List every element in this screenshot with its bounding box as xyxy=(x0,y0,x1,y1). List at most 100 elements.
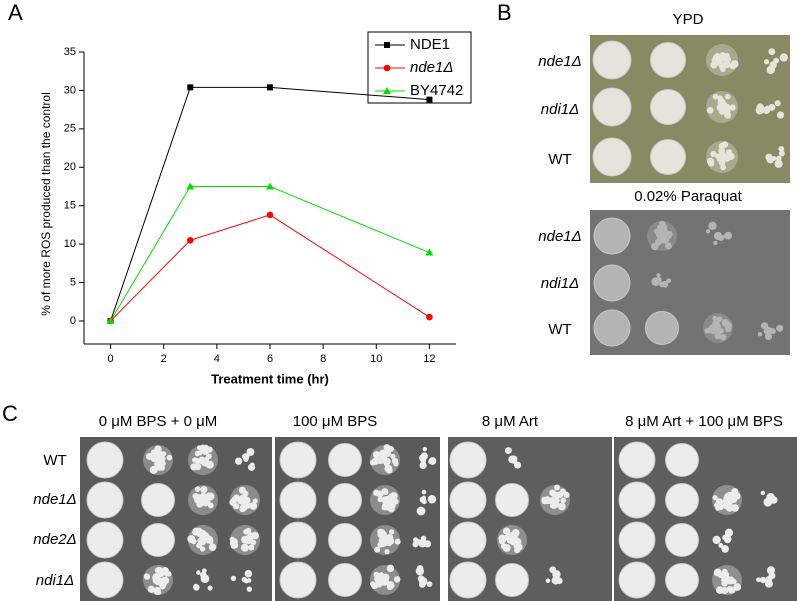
colony xyxy=(373,451,381,459)
plate-image xyxy=(590,35,790,183)
colony xyxy=(207,585,213,591)
colony xyxy=(710,150,717,158)
colony xyxy=(378,451,385,458)
colony xyxy=(230,542,238,549)
colony xyxy=(554,484,561,491)
colony xyxy=(718,147,725,154)
condition-label: 8 μM Art xyxy=(482,413,539,430)
colony xyxy=(418,577,428,586)
colony-spot xyxy=(665,443,699,477)
colony xyxy=(389,492,398,501)
colony xyxy=(768,48,776,56)
colony xyxy=(192,457,198,463)
colony xyxy=(707,159,715,167)
colony xyxy=(242,490,249,497)
colony-spot xyxy=(141,523,175,557)
colony-spot xyxy=(592,137,632,177)
colony xyxy=(380,578,389,586)
x-tick-label: 12 xyxy=(423,353,435,365)
strain-label: WT xyxy=(548,321,571,338)
colony xyxy=(380,456,387,464)
colony-spot xyxy=(650,139,686,175)
legend-label: NDE1 xyxy=(410,36,450,53)
colony-spot xyxy=(86,481,124,519)
colony xyxy=(416,506,426,516)
colony xyxy=(755,106,765,115)
colony xyxy=(712,56,720,64)
colony xyxy=(150,454,159,463)
colony xyxy=(712,535,721,545)
colony xyxy=(514,461,522,469)
colony xyxy=(203,457,210,463)
strain-label: ndi1Δ xyxy=(36,572,74,589)
colony xyxy=(386,581,395,590)
colony xyxy=(201,499,209,507)
colony-spot xyxy=(449,481,487,519)
legend-label: nde1Δ xyxy=(410,59,453,76)
colony xyxy=(721,577,728,583)
colony xyxy=(656,273,661,278)
colony xyxy=(205,460,214,469)
colony xyxy=(724,231,733,240)
colony xyxy=(143,573,151,580)
x-tick-label: 4 xyxy=(214,353,220,365)
colony-spot xyxy=(618,521,656,559)
series-line xyxy=(110,185,430,322)
y-tick-label: 10 xyxy=(64,238,76,250)
colony-spot xyxy=(618,561,656,599)
legend: NDE1 nde1Δ BY4742 xyxy=(367,31,472,104)
marker xyxy=(186,236,194,244)
strain-label: WT xyxy=(43,452,66,469)
colony xyxy=(190,463,198,471)
colony xyxy=(208,538,214,545)
panel-label: B xyxy=(497,0,512,25)
colony xyxy=(415,539,422,546)
colony-spot xyxy=(650,89,686,125)
colony-spot xyxy=(592,40,632,80)
colony xyxy=(383,489,389,496)
colony-spot xyxy=(650,42,686,78)
strain-label: WT xyxy=(548,151,571,168)
colony xyxy=(730,63,737,70)
colony xyxy=(718,57,724,63)
colony xyxy=(246,447,255,456)
y-axis-label: % of more ROS produced than the control xyxy=(39,92,53,315)
colony xyxy=(778,150,785,157)
y-tick-label: 15 xyxy=(64,200,76,212)
legend-marker xyxy=(383,64,391,72)
colony xyxy=(421,489,427,495)
colony-spot xyxy=(279,441,317,479)
colony-spot xyxy=(665,483,699,517)
colony-spot xyxy=(449,521,487,559)
colony xyxy=(391,457,399,465)
colony xyxy=(756,577,761,583)
colony xyxy=(763,326,773,336)
colony xyxy=(712,93,719,100)
colony xyxy=(420,535,427,542)
colony xyxy=(196,495,203,502)
colony xyxy=(207,502,214,509)
colony xyxy=(655,227,662,234)
condition-label: 8 μM Art + 100 μM BPS xyxy=(625,413,783,430)
colony-spot xyxy=(645,311,679,345)
colony xyxy=(651,277,661,287)
colony xyxy=(719,333,727,341)
colony xyxy=(238,497,244,503)
colony-spot xyxy=(86,521,124,559)
colony xyxy=(392,498,399,505)
colony xyxy=(713,240,718,246)
strain-label: nde1Δ xyxy=(538,228,581,245)
colony-spot xyxy=(665,523,699,557)
colony xyxy=(383,449,391,458)
marker xyxy=(186,182,195,190)
x-tick-label: 8 xyxy=(320,353,326,365)
colony-spot xyxy=(618,481,656,519)
colony xyxy=(193,584,200,591)
colony xyxy=(249,502,258,510)
colony-spot xyxy=(141,483,175,517)
colony xyxy=(757,331,763,337)
plate-image xyxy=(80,437,272,601)
colony xyxy=(763,59,770,65)
colony xyxy=(196,445,202,451)
y-tick-label: 20 xyxy=(64,161,76,173)
